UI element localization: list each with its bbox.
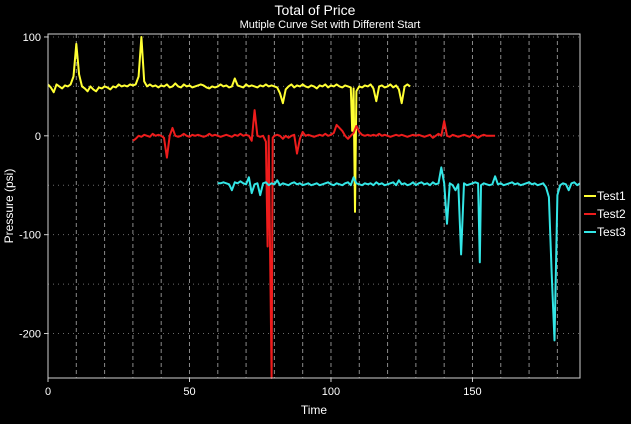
x-tick-label: 0 xyxy=(45,386,51,398)
x-tick-label: 150 xyxy=(463,386,481,398)
axis-ticks: 0 50 100 150 100 0 -100 -200 xyxy=(19,32,482,398)
chart-subtitle: Mutiple Curve Set with Different Start xyxy=(240,19,421,31)
legend: Test1 Test2 Test3 xyxy=(584,189,626,239)
y-tick-label: -200 xyxy=(19,329,41,341)
x-axis-label: Time xyxy=(301,403,328,417)
series-line-test3 xyxy=(217,166,581,342)
legend-label-test3: Test3 xyxy=(597,225,626,239)
x-tick-label: 100 xyxy=(322,386,340,398)
y-axis-label: Pressure (psi) xyxy=(2,169,16,244)
plot-frame xyxy=(47,33,581,379)
legend-label-test2: Test2 xyxy=(597,207,626,221)
series-line-test2 xyxy=(132,109,496,379)
chart-title: Total of Price xyxy=(275,2,356,18)
x-tick-label: 50 xyxy=(183,386,195,398)
y-tick-label: 100 xyxy=(23,32,41,44)
y-tick-label: -100 xyxy=(19,230,41,242)
y-tick-label: 0 xyxy=(35,131,41,143)
legend-label-test1: Test1 xyxy=(597,189,626,203)
plot-area xyxy=(47,36,581,379)
series-line-test1 xyxy=(47,36,411,213)
